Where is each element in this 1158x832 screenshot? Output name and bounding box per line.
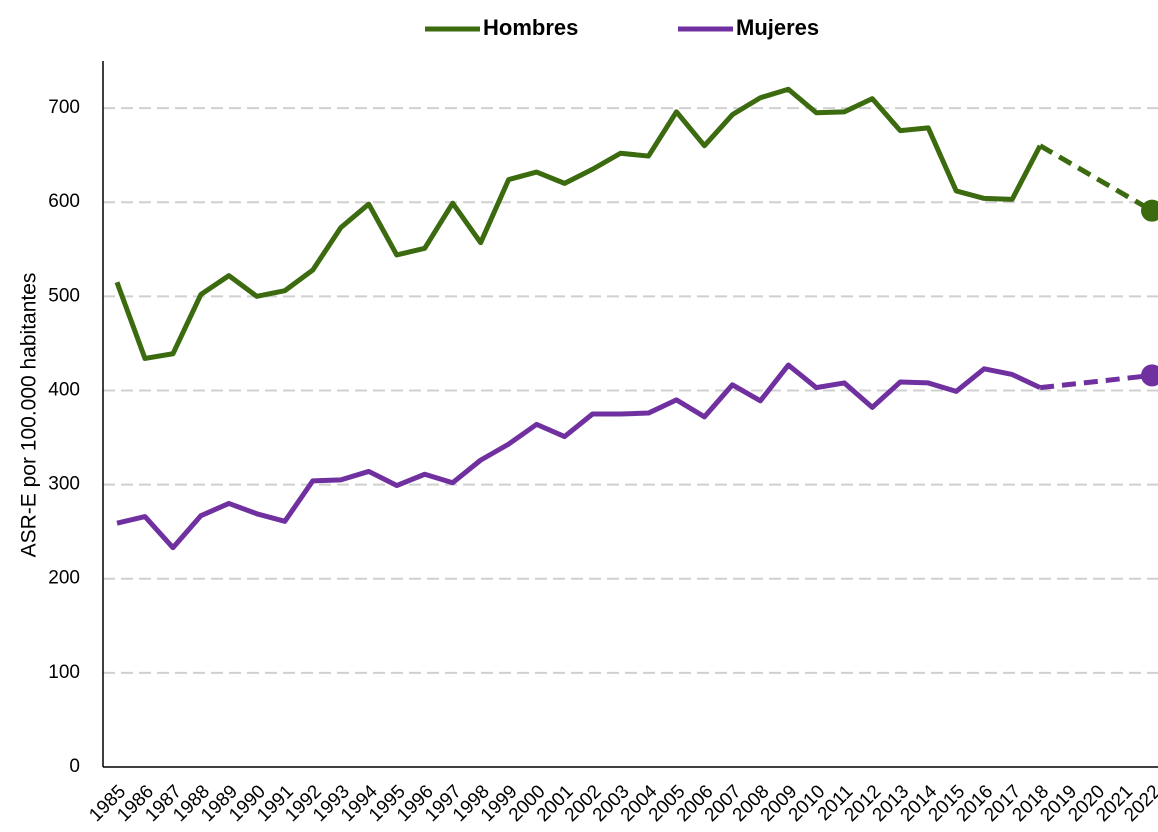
legend-label: Hombres [483,15,578,40]
projection-line [1038,143,1154,213]
y-tick-label: 500 [48,285,80,306]
legend-label: Mujeres [736,15,819,40]
legend: Hombres Mujeres [425,15,819,40]
y-tick-label: 0 [69,756,80,777]
series-line [116,362,1042,551]
y-tick-label: 400 [48,379,80,400]
y-tick-label: 100 [48,662,80,683]
y-tick-label: 700 [48,97,80,118]
y-axis-label: ASR-E por 100.000 habitantes [18,273,41,558]
end-marker [1141,199,1158,222]
y-tick-label: 300 [48,474,80,495]
series-line [114,86,1043,361]
projection-line [1039,372,1153,391]
y-tick-label: 600 [48,191,80,212]
end-marker [1141,364,1158,387]
y-tick-label: 200 [48,568,80,589]
